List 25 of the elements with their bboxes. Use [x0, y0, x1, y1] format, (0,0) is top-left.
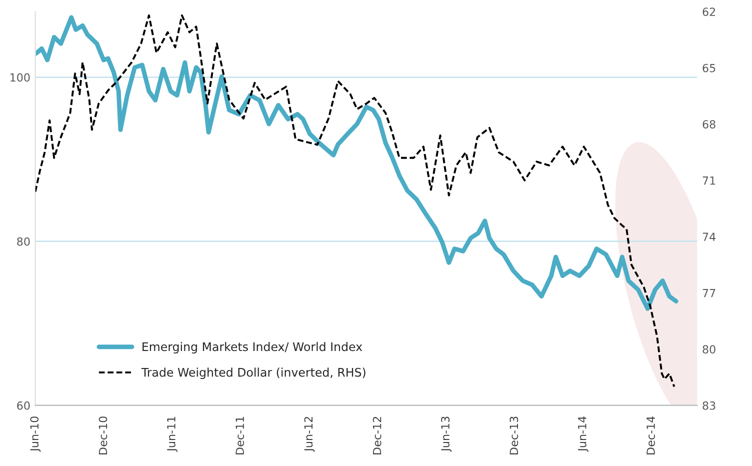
x-tick-label: Jun-11	[167, 416, 178, 452]
x-tick-label: Dec-10	[98, 416, 108, 454]
y2-tick-label: 65	[702, 64, 716, 72]
x-tick-label: Dec-14	[646, 416, 655, 454]
y2-tick-label: 77	[702, 289, 716, 298]
x-tick-label: Jun-12	[304, 416, 315, 452]
x-tick-label: Dec-11	[236, 416, 244, 454]
y-tick-label: 80	[17, 237, 30, 246]
x-tick-label: Jun-13	[441, 416, 452, 452]
y-tick-label: 60	[17, 401, 30, 410]
x-tick-label: Jun-10	[30, 416, 41, 452]
y2-tick-label: 71	[702, 176, 716, 185]
y2-tick-label: 62	[702, 8, 715, 16]
y2-tick-label: 83	[702, 401, 716, 410]
y2-tick-label: 68	[702, 120, 716, 129]
y2-tick-label: 80	[702, 345, 716, 354]
y2-tick-label: 74	[702, 232, 716, 241]
legend-label: Trade Weighted Dollar (inverted, RHS)	[141, 368, 366, 380]
y-tick-label: 100	[10, 73, 30, 82]
x-tick-label: Jun-14	[578, 416, 588, 452]
line-series	[35, 15, 678, 311]
x-tick-label: Dec-13	[510, 416, 518, 454]
legend-label: Emerging Markets Index/ World Index	[142, 342, 362, 354]
x-tick-label: Dec-12	[372, 416, 382, 454]
line-series	[35, 14, 676, 388]
